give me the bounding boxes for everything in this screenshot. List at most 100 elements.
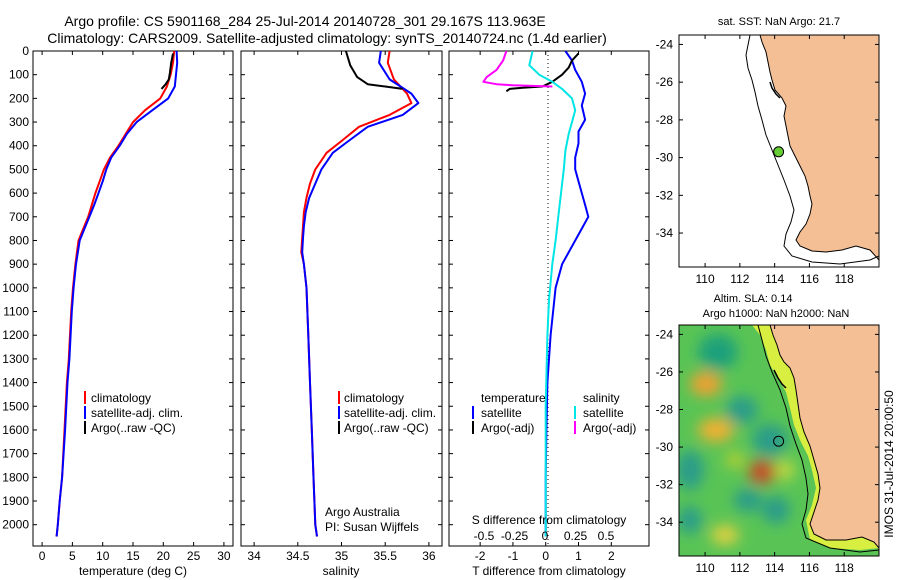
temperature-xtick-label: 10	[96, 549, 110, 563]
depth-tick-label: 300	[9, 115, 29, 129]
sla-argo-marker	[773, 435, 785, 447]
sla-low	[679, 506, 702, 534]
legend-climatology-label: climatology	[344, 391, 404, 405]
legend-climatology-label: climatology	[91, 391, 151, 405]
depth-tick-label: 1800	[2, 470, 29, 484]
legend-t-argo-label: Argo(-adj)	[481, 421, 534, 435]
temperature-xtick-label: 15	[126, 549, 140, 563]
sla-lon-label: 118	[835, 561, 854, 575]
title-line-1: Argo profile: CS 5901168_284 25-Jul-2014…	[64, 13, 545, 29]
temperature-series-satellite-adj-clim	[55, 51, 179, 537]
sla-lon-label: 114	[765, 561, 784, 575]
legend-s-satellite-label: satellite	[583, 406, 624, 420]
sla-map-frame	[678, 324, 880, 557]
imos-timestamp: IMOS 31-Jul-2014 20:00:50	[882, 390, 896, 538]
sla-lon-label: 116	[800, 561, 819, 575]
salinity-plot-area	[300, 51, 420, 537]
salinity-xtick-label: 36	[422, 549, 436, 563]
difference-plot-area	[482, 51, 590, 546]
title-line-2: Climatology: CARS2009. Satellite-adjuste…	[47, 30, 607, 46]
sla-mid	[711, 525, 739, 545]
sst-lon-label: 116	[800, 272, 819, 286]
sst-lon-label: 118	[835, 272, 854, 286]
sst-lon-label: 110	[696, 272, 715, 286]
depth-tick-label: 600	[9, 186, 29, 200]
sla-lat-label: -34	[656, 515, 674, 529]
sla-lon-label: 112	[730, 561, 749, 575]
legend-t-satellite-label: satellite	[481, 406, 522, 420]
sla-high	[748, 460, 776, 484]
temperature-series-climatology	[55, 51, 176, 537]
pi-label: PI: Susan Wijffels	[325, 520, 419, 534]
sla-lat-label: -32	[656, 478, 674, 492]
sla-low	[762, 496, 790, 524]
temperature-xtick-label: 5	[69, 549, 76, 563]
legend-argo-label: Argo(..raw -QC)	[91, 421, 176, 435]
difference-xtick-label: -1	[508, 549, 519, 563]
sst-land	[759, 35, 879, 261]
sst-map-area	[679, 35, 879, 267]
sla-low	[752, 424, 788, 456]
sla-high	[698, 418, 734, 442]
sst-map-axes: 110 112 114 116 118 -24 -26 -28 -30 -32 -34	[656, 35, 879, 286]
sla-coastline	[757, 325, 879, 553]
sst-island	[769, 81, 781, 99]
difference-xtick-label: 0	[542, 549, 549, 563]
sla-high	[690, 372, 722, 396]
legend-satellite-label: satellite-adj. clim.	[344, 406, 436, 420]
sla-map-title-1: Altim. SLA: 0.14	[714, 293, 793, 305]
legend-s-argo-label: Argo(-adj)	[583, 421, 636, 435]
sla-low	[734, 488, 762, 512]
s-difference-tick-label: -0.25	[501, 529, 529, 543]
sst-lat-label: -32	[656, 188, 674, 202]
sst-lat-label: -26	[656, 75, 674, 89]
salinity-legend: climatology satellite-adj. clim. Argo(..…	[338, 391, 436, 435]
depth-tick-label: 2000	[2, 518, 29, 532]
sst-lon-label: 114	[765, 272, 784, 286]
sla-map-area	[679, 325, 879, 556]
salinity-xtick-label: 34.5	[286, 549, 310, 563]
sla-lon-label: 110	[696, 561, 715, 575]
depth-tick-label: 1300	[2, 352, 29, 366]
legend-satellite-label: satellite-adj. clim.	[91, 406, 183, 420]
difference-xlabel: T difference from climatology	[472, 564, 626, 578]
salinity-xtick-label: 35.5	[374, 549, 398, 563]
sla-low	[679, 450, 704, 490]
depth-tick-label: 1900	[2, 494, 29, 508]
depth-tick-label: 0	[22, 44, 29, 58]
legend-salinity-title: salinity	[583, 391, 620, 405]
sla-lat-label: -30	[656, 440, 674, 454]
depth-tick-label: 100	[9, 68, 29, 82]
sla-mid	[775, 460, 795, 480]
depth-tick-label: 200	[9, 91, 29, 105]
salinity-xtick-label: 34	[247, 549, 261, 563]
difference-xtick-label: -2	[475, 549, 486, 563]
sla-lat-label: -24	[656, 327, 674, 341]
sla-map-title-2: Argo h1000: NaN h2000: NaN	[703, 308, 850, 320]
legend-temperature-title: temperature	[481, 391, 546, 405]
temperature-legend: climatology satellite-adj. clim. Argo(..…	[84, 391, 183, 435]
sla-island	[773, 369, 787, 389]
sla-land	[769, 325, 879, 549]
depth-tick-label: 400	[9, 139, 29, 153]
sla-anomaly-field	[679, 334, 795, 545]
salinity-series-climatology	[300, 51, 413, 537]
difference-series-s-satellite	[528, 51, 577, 537]
difference-series-t-satellite	[544, 51, 590, 537]
profile-axes: 0100200300400500600700800900100011001200…	[2, 44, 649, 563]
sst-lat-label: -28	[656, 113, 674, 127]
difference-xtick-label: 1	[575, 549, 582, 563]
depth-tick-label: 1000	[2, 281, 29, 295]
temperature-xlabel: temperature (deg C)	[79, 564, 187, 578]
salinity-xlabel: salinity	[323, 564, 360, 578]
sst-map-title: sat. SST: NaN Argo: 21.7	[718, 16, 840, 28]
depth-tick-label: 800	[9, 233, 29, 247]
salinity-series-argo-raw-qc	[344, 51, 403, 90]
depth-tick-label: 500	[9, 162, 29, 176]
s-difference-tick-label: -0.5	[474, 529, 495, 543]
difference-series-s-argo-adj	[482, 51, 553, 88]
depth-tick-label: 1200	[2, 328, 29, 342]
salinity-xtick-label: 35	[335, 549, 349, 563]
sst-lat-label: -24	[656, 37, 674, 51]
